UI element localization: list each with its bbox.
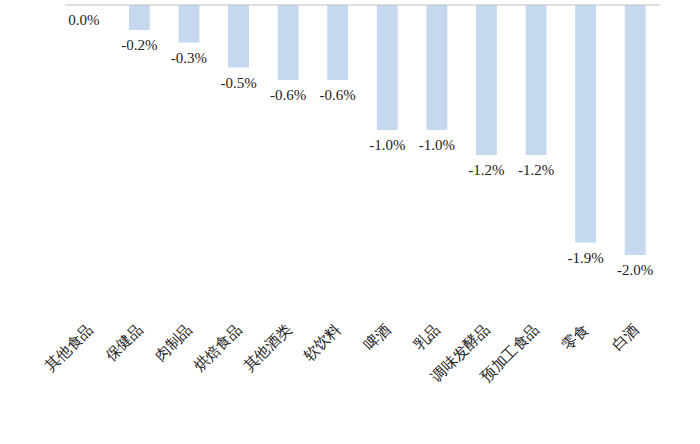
data-label: -0.2%: [121, 37, 157, 53]
data-label: -1.9%: [568, 250, 604, 266]
data-label: -0.6%: [320, 87, 356, 103]
x-axis: [65, 5, 660, 6]
data-label: -1.2%: [468, 162, 504, 178]
data-label: 0.0%: [68, 12, 99, 28]
data-label: -1.0%: [419, 137, 455, 153]
bar: [476, 5, 497, 155]
category-label: 乳品: [410, 321, 443, 354]
category-label: 白酒: [609, 321, 642, 354]
bar: [327, 5, 348, 80]
category-label: 其他酒类: [241, 321, 295, 375]
data-label: -2.0%: [617, 262, 653, 278]
chart: 0.0%-0.2%-0.3%-0.5%-0.6%-0.6%-1.0%-1.0%-…: [0, 0, 700, 444]
category-label: 肉制品: [152, 321, 195, 364]
data-label: -0.5%: [220, 75, 256, 91]
category-label: 零食: [559, 321, 592, 354]
bar: [426, 5, 447, 130]
data-label: -1.0%: [369, 137, 405, 153]
category-label: 其他食品: [42, 321, 96, 375]
bar: [625, 5, 646, 255]
category-label: 啤酒: [361, 321, 394, 354]
bar: [179, 5, 200, 43]
bar: [228, 5, 249, 68]
category-label: 预加工食品: [478, 321, 542, 385]
bar: [526, 5, 547, 155]
data-label: -0.3%: [171, 50, 207, 66]
data-label: -0.6%: [270, 87, 306, 103]
bar: [377, 5, 398, 130]
bars: [129, 5, 646, 255]
category-label: 烘焙食品: [191, 321, 245, 375]
bar: [129, 5, 150, 30]
bar: [575, 5, 596, 243]
category-label: 保健品: [102, 321, 145, 364]
bar: [278, 5, 299, 80]
data-label: -1.2%: [518, 162, 554, 178]
category-label: 软饮料: [301, 321, 344, 364]
